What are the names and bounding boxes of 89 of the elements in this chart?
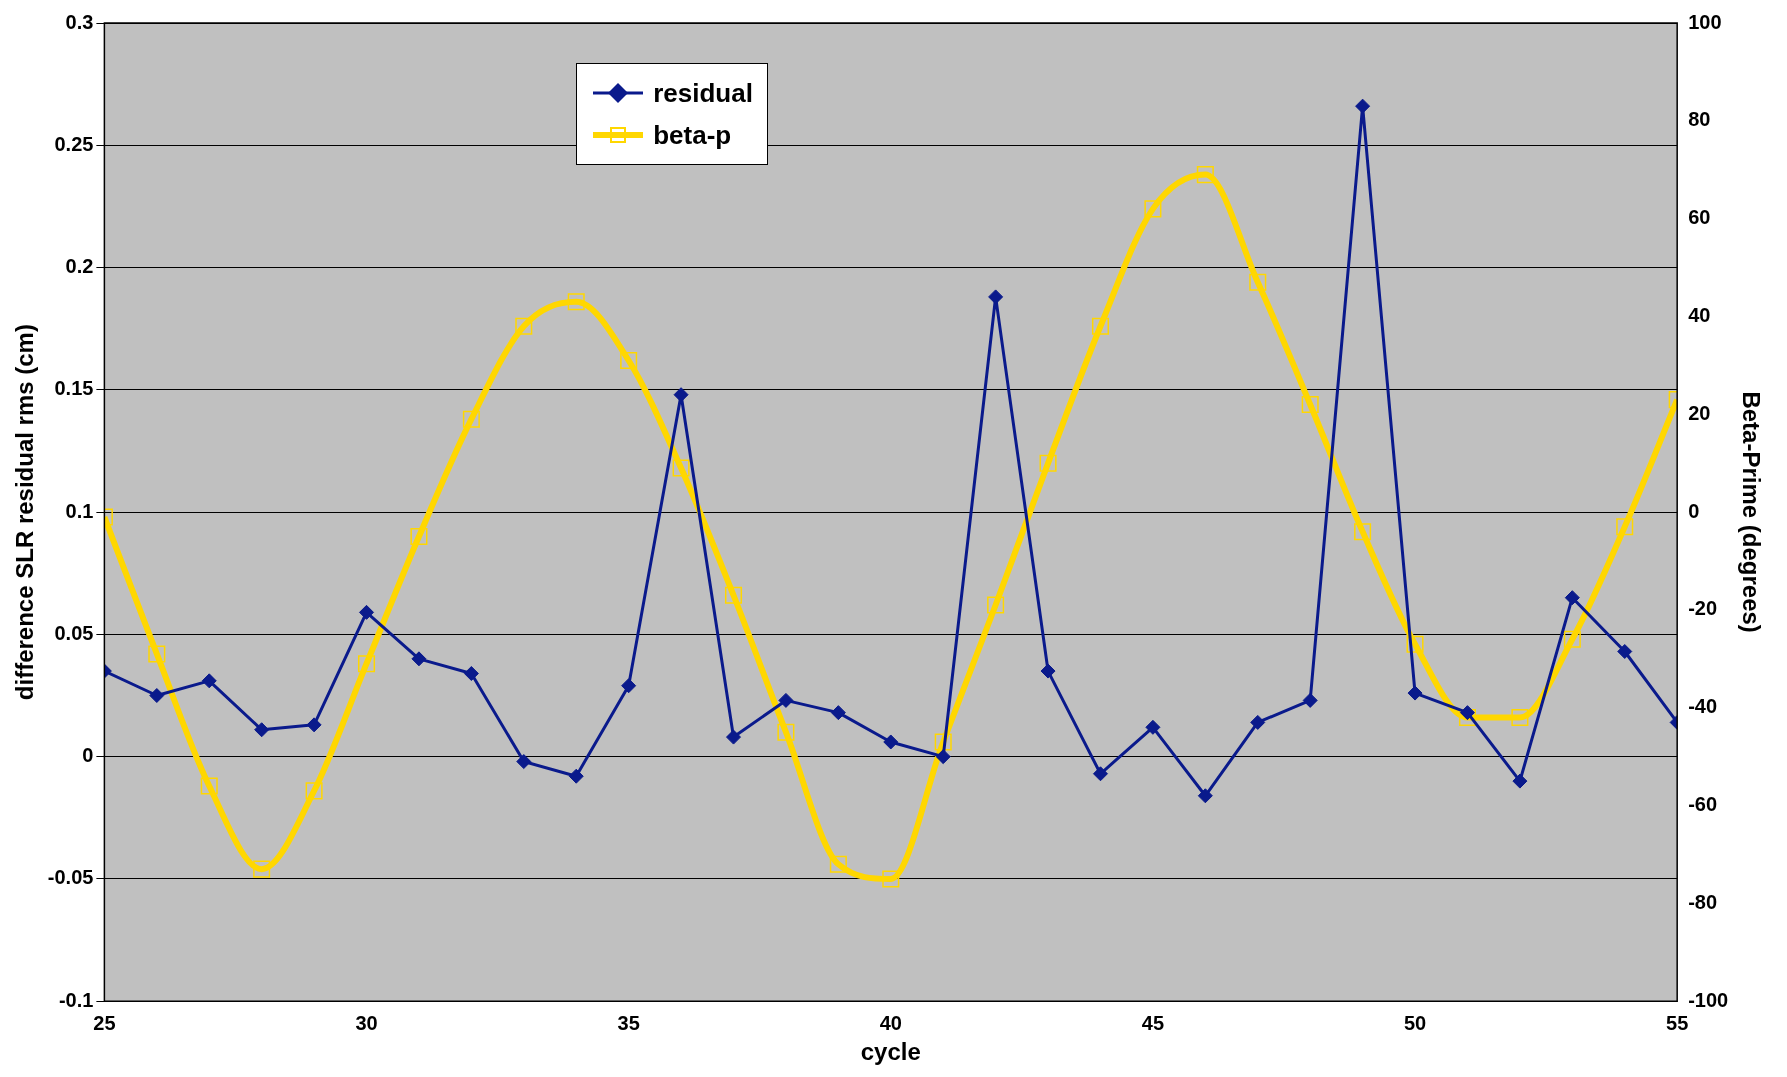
- point: [1145, 719, 1161, 735]
- point: [1144, 200, 1162, 218]
- y2-tick-label: 100: [1688, 10, 1722, 33]
- point: [1302, 692, 1318, 708]
- point: [935, 749, 951, 765]
- y2-tick-label: 60: [1688, 206, 1711, 229]
- point: [987, 596, 1005, 614]
- point: [515, 317, 533, 335]
- point: [1406, 635, 1424, 653]
- legend-label: residual: [653, 77, 753, 109]
- point: [305, 782, 323, 800]
- x-tick-label: 55: [1666, 1011, 1689, 1034]
- point: [1564, 590, 1580, 606]
- point: [882, 870, 900, 888]
- point: [462, 410, 480, 428]
- x-tick-label: 45: [1141, 1011, 1165, 1034]
- y-tick-label: 0.15: [54, 377, 94, 400]
- point: [357, 655, 376, 673]
- y-tick-label: 0.3: [65, 10, 94, 33]
- point: [1616, 518, 1634, 536]
- point: [1459, 705, 1475, 721]
- point: [1355, 98, 1371, 114]
- point: [1301, 395, 1319, 414]
- point: [254, 722, 270, 738]
- y-tick-label: 0.2: [65, 255, 94, 278]
- point: [411, 651, 427, 667]
- y2-tick-label: 40: [1688, 303, 1711, 326]
- point: [724, 586, 743, 604]
- point: [672, 459, 690, 477]
- point: [1039, 454, 1057, 472]
- y-tick-label: 0: [82, 744, 94, 767]
- point: [988, 289, 1004, 305]
- y2-axis-title: Beta-Prime (degrees): [1737, 391, 1765, 633]
- point: [934, 733, 952, 751]
- point: [1458, 708, 1476, 727]
- point: [567, 293, 585, 311]
- y2-tick-label: -100: [1688, 988, 1729, 1011]
- point: [1249, 273, 1267, 291]
- x-tick-label: 40: [879, 1011, 902, 1034]
- x-tick-label: 25: [93, 1011, 116, 1034]
- y2-tick-label: 80: [1688, 108, 1711, 131]
- point: [830, 705, 846, 721]
- point: [1040, 663, 1056, 679]
- point: [1354, 523, 1372, 541]
- point: [516, 754, 532, 770]
- point: [620, 351, 638, 370]
- x-tick-label: 30: [355, 1011, 378, 1034]
- y2-tick-label: -60: [1688, 793, 1718, 816]
- point: [883, 734, 899, 750]
- point: [149, 688, 165, 704]
- y-tick-label: -0.05: [47, 866, 94, 889]
- y-tick-label: 0.1: [65, 499, 94, 522]
- y-tick-label: 0.25: [54, 132, 94, 155]
- point: [1512, 773, 1528, 789]
- y2-tick-label: -40: [1688, 695, 1718, 718]
- point: [621, 678, 637, 694]
- y-tick-label: -0.1: [58, 988, 94, 1011]
- point: [253, 860, 271, 878]
- point: [148, 645, 166, 663]
- point: [778, 692, 794, 708]
- point: [1092, 766, 1108, 782]
- point: [1196, 166, 1214, 184]
- y2-tick-label: 20: [1688, 401, 1711, 424]
- y2-tick-label: 0: [1688, 499, 1700, 522]
- point: [1091, 317, 1110, 335]
- legend-label: beta-p: [653, 119, 732, 151]
- point: [1511, 708, 1529, 727]
- point: [306, 717, 322, 733]
- x-tick-label: 35: [617, 1011, 640, 1034]
- point: [201, 673, 217, 689]
- point: [726, 729, 741, 745]
- point: [1250, 714, 1266, 730]
- y2-tick-label: -20: [1688, 597, 1718, 620]
- point: [1197, 788, 1213, 804]
- y2-tick-label: -80: [1688, 890, 1718, 913]
- x-tick-label: 50: [1403, 1011, 1427, 1034]
- point: [1407, 685, 1423, 701]
- point: [777, 723, 795, 741]
- point: [568, 768, 584, 784]
- y-axis-title: difference SLR residual rms (cm): [11, 324, 39, 701]
- point: [1563, 630, 1581, 648]
- point: [410, 528, 428, 546]
- point: [1617, 643, 1633, 659]
- point: [359, 604, 375, 620]
- x-axis-title: cycle: [860, 1038, 921, 1066]
- y-tick-label: 0.05: [54, 621, 94, 644]
- point: [463, 666, 479, 681]
- point: [200, 777, 218, 795]
- point: [829, 855, 847, 873]
